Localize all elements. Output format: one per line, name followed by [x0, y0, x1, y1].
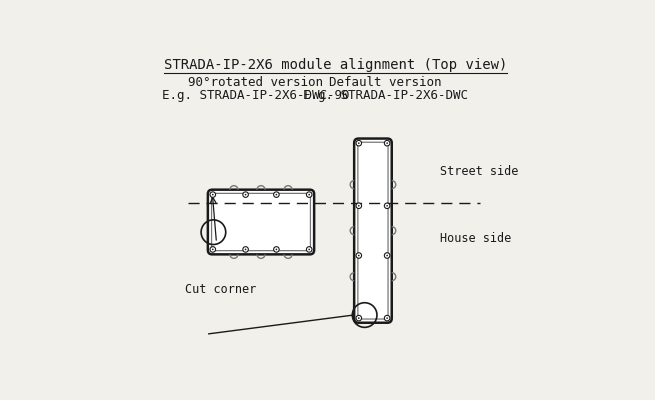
Circle shape: [384, 315, 390, 321]
Circle shape: [210, 192, 215, 197]
FancyBboxPatch shape: [208, 190, 314, 254]
Circle shape: [358, 255, 360, 256]
Circle shape: [356, 203, 362, 208]
Circle shape: [358, 317, 360, 319]
Circle shape: [307, 192, 312, 197]
Circle shape: [307, 247, 312, 252]
Circle shape: [356, 315, 362, 321]
Circle shape: [356, 253, 362, 258]
Text: STRADA-IP-2X6 module alignment (Top view): STRADA-IP-2X6 module alignment (Top view…: [164, 58, 508, 72]
Circle shape: [384, 203, 390, 208]
Text: E.g. STRADA-IP-2X6-DWC: E.g. STRADA-IP-2X6-DWC: [303, 89, 468, 102]
Circle shape: [212, 249, 214, 250]
Circle shape: [386, 142, 388, 144]
Circle shape: [243, 192, 248, 197]
Circle shape: [384, 140, 390, 146]
Circle shape: [384, 253, 390, 258]
Circle shape: [386, 317, 388, 319]
Circle shape: [386, 255, 388, 256]
Circle shape: [274, 247, 279, 252]
Circle shape: [243, 247, 248, 252]
Text: Street side: Street side: [440, 165, 518, 178]
Circle shape: [309, 249, 310, 250]
Circle shape: [245, 194, 246, 196]
Circle shape: [276, 194, 277, 196]
Circle shape: [358, 205, 360, 207]
Circle shape: [358, 142, 360, 144]
Circle shape: [386, 205, 388, 207]
Circle shape: [309, 194, 310, 196]
Circle shape: [210, 247, 215, 252]
Circle shape: [356, 140, 362, 146]
Text: Default version: Default version: [329, 76, 442, 89]
Text: E.g. STRADA-IP-2X6-DWC-90: E.g. STRADA-IP-2X6-DWC-90: [162, 89, 349, 102]
Text: Cut corner: Cut corner: [185, 283, 257, 296]
Circle shape: [212, 194, 214, 196]
Circle shape: [245, 249, 246, 250]
Circle shape: [276, 249, 277, 250]
Text: 90°rotated version: 90°rotated version: [188, 76, 323, 89]
Text: House side: House side: [440, 232, 511, 245]
Circle shape: [274, 192, 279, 197]
FancyBboxPatch shape: [354, 138, 392, 323]
